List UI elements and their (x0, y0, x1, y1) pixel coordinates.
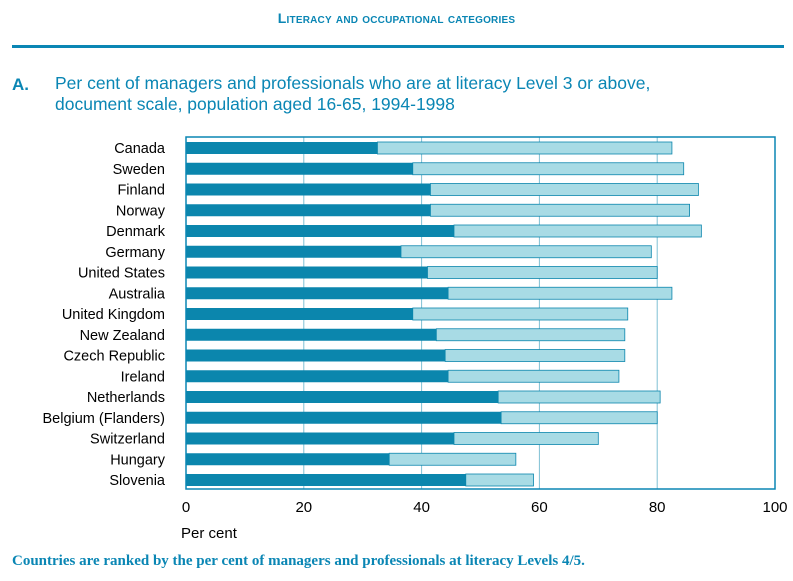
bar-level3 (435, 328, 626, 342)
category-label: New Zealand (80, 328, 165, 344)
literacy-bar-chart: Canada Sweden Finland Norway Denmark Germany U… (43, 136, 788, 542)
bar-level45 (186, 225, 454, 237)
panel-title-line-2: document scale, population aged 16-65, 1… (55, 94, 455, 114)
plot-frame (185, 136, 776, 490)
bar-level3 (430, 183, 699, 196)
bar-level45 (186, 266, 428, 279)
header-rule (12, 45, 784, 48)
bar-level3 (447, 369, 620, 383)
bars (186, 141, 702, 487)
bar-level3 (388, 452, 517, 466)
bar-level45 (186, 349, 446, 362)
category-label: Netherlands (87, 390, 165, 406)
bar-level3 (377, 141, 673, 155)
bar-level3 (427, 266, 658, 279)
x-tick-label: 60 (531, 499, 548, 516)
category-label: Sweden (113, 162, 165, 178)
bar-level45 (186, 142, 378, 154)
bar-level3 (412, 307, 629, 321)
header-title: Literacy and occupational categories (277, 10, 516, 26)
bar-level45 (186, 287, 449, 300)
category-label: Australia (109, 286, 166, 302)
bar-level3 (465, 473, 534, 487)
x-tick-label: 40 (413, 499, 430, 516)
x-axis-label: Per cent (181, 525, 238, 542)
bar-level3 (447, 286, 673, 300)
bar-level45 (186, 453, 390, 466)
category-label: Norway (116, 203, 166, 219)
bar-level3 (500, 411, 658, 425)
x-tick-label: 100 (762, 499, 787, 516)
bar-level3 (400, 245, 652, 259)
bar-level45 (186, 162, 413, 175)
category-label: Belgium (Flanders) (43, 411, 166, 427)
footnote: Countries are ranked by the per cent of … (12, 553, 585, 569)
bar-level3 (453, 224, 702, 238)
category-labels: Canada Sweden Finland Norway Denmark Germany U… (43, 141, 166, 489)
bar-level45 (186, 245, 401, 258)
x-tick-label: 80 (649, 499, 666, 516)
bar-level3 (412, 162, 685, 176)
category-label: United Kingdom (62, 307, 165, 323)
category-label: Denmark (106, 224, 166, 240)
bar-level45 (186, 370, 449, 383)
bar-level3 (453, 432, 599, 445)
category-label: Switzerland (90, 432, 165, 448)
category-label: United States (78, 266, 165, 282)
bar-level45 (186, 183, 431, 196)
bar-level3 (444, 349, 626, 362)
category-label: Hungary (110, 452, 166, 468)
bar-level45 (186, 391, 499, 403)
panel-title: Per cent of managers and professionals w… (55, 73, 775, 115)
bar-level45 (186, 308, 413, 320)
x-tick-label: 20 (295, 499, 312, 516)
panel-title-line-1: Per cent of managers and professionals w… (55, 73, 651, 93)
bar-level3 (430, 203, 690, 217)
x-tick-labels: 0 20 40 60 80 100 (182, 499, 788, 516)
panel-letter: A. (12, 75, 29, 94)
bar-level3 (497, 390, 661, 404)
category-label: Canada (114, 141, 166, 157)
bar-level45 (186, 411, 502, 424)
category-label: Slovenia (109, 473, 166, 489)
x-tick-label: 0 (182, 499, 190, 516)
bar-level45 (186, 328, 437, 341)
category-label: Finland (117, 183, 165, 199)
category-label: Germany (105, 245, 165, 261)
bar-level45 (186, 432, 454, 445)
bar-level45 (186, 474, 466, 486)
category-label: Ireland (121, 369, 165, 385)
category-label: Czech Republic (63, 349, 165, 365)
bar-level45 (186, 204, 431, 217)
